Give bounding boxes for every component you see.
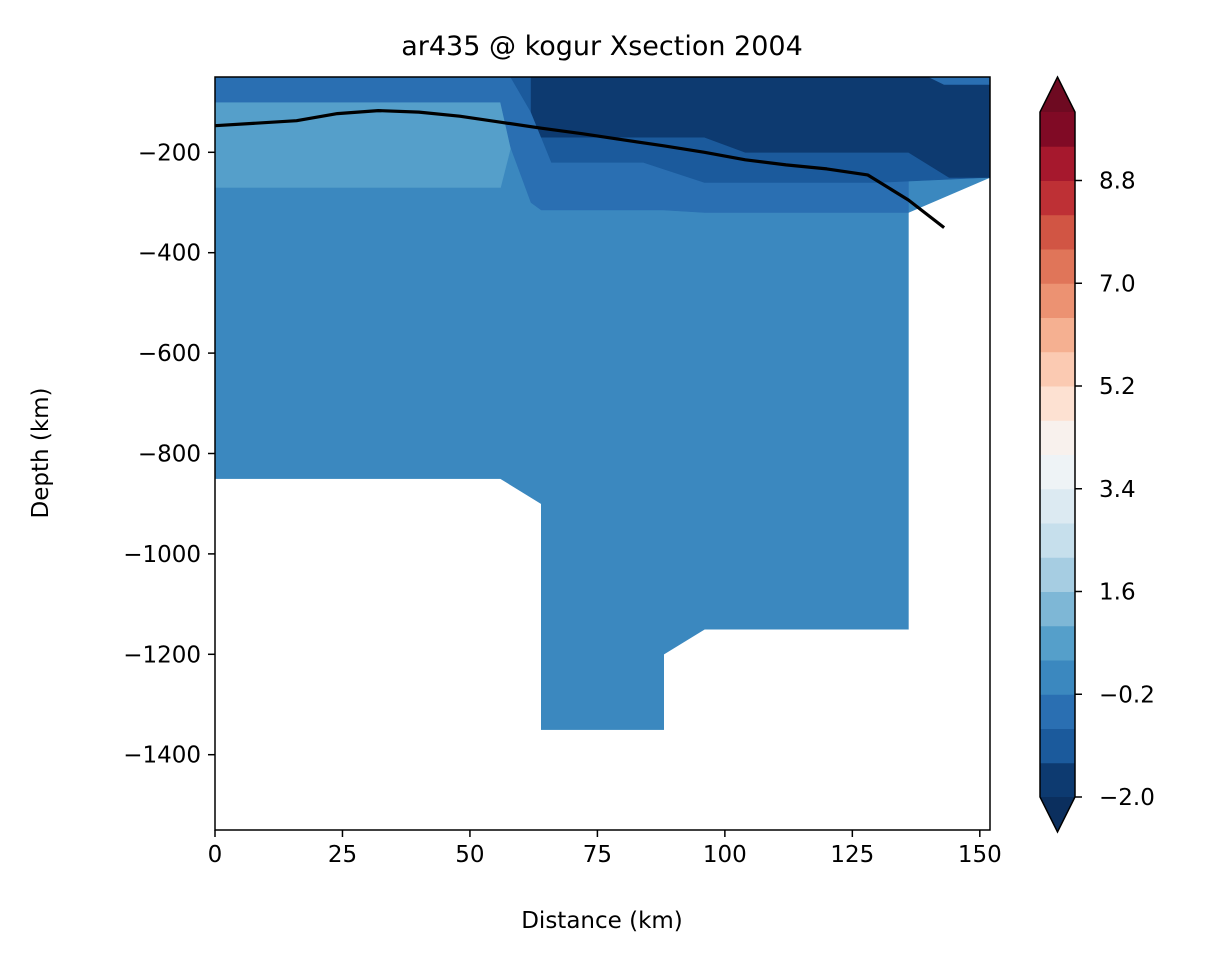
x-axis-label: Distance (km): [521, 908, 683, 934]
y-tick-label: −1400: [123, 743, 201, 769]
colorbar-swatch: [1040, 420, 1075, 455]
colorbar-tick-label: −2.0: [1099, 785, 1155, 811]
x-tick-label: 100: [703, 842, 747, 868]
x-tick-label: 0: [208, 842, 223, 868]
y-tick-label: −400: [138, 241, 201, 267]
y-tick-label: −1000: [123, 542, 201, 568]
colorbar-tick-label: 8.8: [1099, 169, 1136, 195]
colorbar-swatch: [1040, 249, 1075, 284]
colorbar-swatch: [1040, 625, 1075, 661]
colorbar-swatch: [1040, 728, 1075, 764]
colorbar-tick-label: 5.2: [1099, 374, 1136, 400]
y-tick-label: −600: [138, 341, 201, 367]
colorbar-swatch: [1040, 488, 1075, 524]
contour-fill: [214, 76, 991, 730]
x-axis: 0 25 50 75 100 125 150: [208, 830, 1002, 868]
colorbar: [1039, 75, 1076, 834]
y-axis-label: Depth (km): [28, 387, 54, 518]
colorbar-tick-label: −0.2: [1099, 682, 1155, 708]
colorbar-swatch: [1040, 180, 1075, 216]
colorbar-swatch: [1040, 146, 1075, 181]
x-tick-label: 125: [830, 842, 874, 868]
colorbar-extend-max: [1040, 77, 1075, 112]
colorbar-tick-label: 7.0: [1099, 271, 1136, 297]
colorbar-tick-label: 1.6: [1099, 580, 1136, 606]
profile-line: [214, 108, 946, 229]
y-axis: −200 −400 −600 −800 −1000 −1200 −1400: [123, 140, 215, 769]
y-tick-label: −800: [138, 442, 201, 468]
colorbar-swatch: [1040, 112, 1075, 147]
x-tick-label: 75: [583, 842, 612, 868]
colorbar-swatch: [1040, 523, 1075, 558]
colorbar-swatch: [1040, 386, 1075, 421]
colorbar-swatch: [1040, 762, 1075, 798]
x-tick-label: 150: [958, 842, 1002, 868]
contour-region-1: [214, 101, 512, 188]
colorbar-swatch: [1040, 317, 1075, 353]
colorbar-swatch: [1040, 351, 1075, 387]
colorbar-swatch: [1040, 660, 1075, 695]
colorbar-swatch: [1040, 214, 1075, 250]
colorbar-outline: [1039, 75, 1076, 834]
colorbar-extend-min: [1040, 797, 1075, 832]
x-tick-label: 50: [455, 842, 484, 868]
colorbar-swatch: [1040, 454, 1075, 490]
colorbar-swatch: [1040, 591, 1075, 627]
colorbar-swatch: [1040, 557, 1075, 592]
colorbar-swatch: [1040, 694, 1075, 729]
x-tick-label: 25: [328, 842, 357, 868]
chart-title: ar435 @ kogur Xsection 2004: [401, 31, 803, 62]
colorbar-swatch: [1040, 283, 1075, 318]
colorbar-ticks: −2.0 −0.2 1.6 3.4 5.2 7.0 8.8: [1075, 169, 1155, 811]
contour-line: [214, 108, 946, 229]
colorbar-tick-label: 3.4: [1099, 477, 1136, 503]
y-tick-label: −200: [138, 140, 201, 166]
y-tick-label: −1200: [123, 642, 201, 668]
